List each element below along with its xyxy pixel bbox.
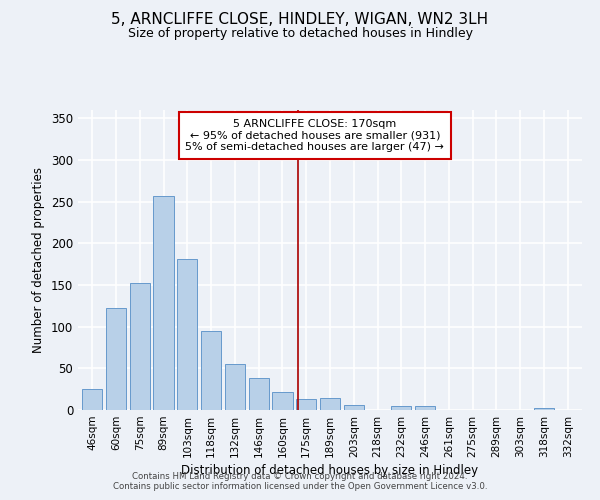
Bar bbox=[296, 399, 316, 410]
Bar bbox=[344, 405, 364, 410]
Y-axis label: Number of detached properties: Number of detached properties bbox=[32, 167, 46, 353]
Bar bbox=[320, 398, 340, 410]
X-axis label: Distribution of detached houses by size in Hindley: Distribution of detached houses by size … bbox=[181, 464, 479, 477]
Text: 5, ARNCLIFFE CLOSE, HINDLEY, WIGAN, WN2 3LH: 5, ARNCLIFFE CLOSE, HINDLEY, WIGAN, WN2 … bbox=[112, 12, 488, 28]
Bar bbox=[248, 378, 269, 410]
Text: Size of property relative to detached houses in Hindley: Size of property relative to detached ho… bbox=[128, 28, 473, 40]
Text: 5 ARNCLIFFE CLOSE: 170sqm
← 95% of detached houses are smaller (931)
5% of semi-: 5 ARNCLIFFE CLOSE: 170sqm ← 95% of detac… bbox=[185, 119, 445, 152]
Bar bbox=[130, 284, 150, 410]
Text: Contains public sector information licensed under the Open Government Licence v3: Contains public sector information licen… bbox=[113, 482, 487, 491]
Bar bbox=[391, 406, 412, 410]
Bar bbox=[534, 408, 554, 410]
Bar bbox=[82, 389, 103, 410]
Bar bbox=[106, 308, 126, 410]
Bar bbox=[225, 364, 245, 410]
Bar bbox=[177, 259, 197, 410]
Bar bbox=[415, 406, 435, 410]
Bar bbox=[272, 392, 293, 410]
Bar bbox=[201, 331, 221, 410]
Text: Contains HM Land Registry data © Crown copyright and database right 2024.: Contains HM Land Registry data © Crown c… bbox=[132, 472, 468, 481]
Bar bbox=[154, 196, 173, 410]
